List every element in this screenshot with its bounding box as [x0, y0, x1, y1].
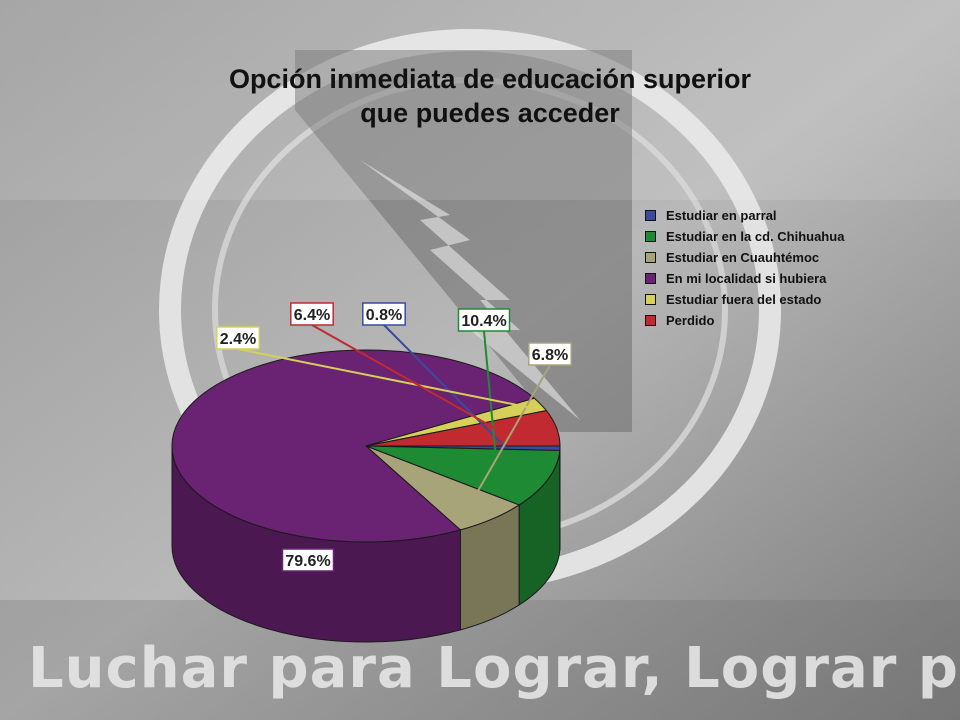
legend-label-3: En mi localidad si hubiera	[666, 271, 827, 286]
legend: Estudiar en parral Estudiar en la cd. Chi…	[644, 208, 874, 328]
pie-sides	[171, 445, 561, 643]
watermark-text: Luchar para Lograr, Lograr para Dar	[28, 636, 960, 701]
legend-swatch-4	[645, 294, 656, 305]
data-label-1: 10.4%	[461, 313, 506, 330]
pie-slice-1	[365, 445, 561, 506]
pie-top	[171, 349, 561, 543]
data-label-box-0	[362, 302, 406, 326]
pie-slice-3	[171, 349, 536, 543]
leader-line-4	[237, 348, 529, 409]
data-label-box-5	[290, 302, 334, 326]
legend-swatch-3	[645, 273, 656, 284]
legend-swatch-1	[645, 231, 656, 242]
chart-title-line-2: que puedes acceder	[360, 98, 620, 128]
legend-item-2: Estudiar en Cuauhtémoc	[644, 250, 874, 265]
data-label-3: 79.6%	[285, 553, 330, 570]
data-label-box-1	[457, 308, 511, 332]
legend-item-3: En mi localidad si hubiera	[644, 271, 874, 286]
legend-swatch-5	[645, 315, 656, 326]
chart-title-line-1: Opción inmediata de educación superior	[228, 64, 752, 94]
legend-swatch-0	[645, 210, 656, 221]
data-label-box-4	[216, 326, 260, 350]
legend-item-1: Estudiar en la cd. Chihuahua	[644, 229, 874, 244]
data-label-box-2	[528, 342, 572, 366]
data-label-box-3	[281, 548, 335, 572]
pie-slice-5	[365, 410, 561, 447]
data-label-5: 6.4%	[294, 307, 330, 324]
leader-line-0	[383, 324, 507, 449]
legend-label-2: Estudiar en Cuauhtémoc	[666, 250, 820, 265]
legend-swatch-2	[645, 252, 656, 263]
legend-item-4: Estudiar fuera del estado	[644, 292, 874, 307]
data-label-0: 0.8%	[366, 307, 402, 324]
legend-item-0: Estudiar en parral	[644, 208, 874, 223]
leader-line-2	[468, 364, 551, 507]
data-label-2: 6.8%	[532, 347, 568, 364]
legend-item-5: Perdido	[644, 313, 874, 328]
legend-label-4: Estudiar fuera del estado	[666, 292, 822, 307]
legend-label-0: Estudiar en parral	[666, 208, 777, 223]
leader-line-5	[311, 324, 504, 434]
legend-label-1: Estudiar en la cd. Chihuahua	[666, 229, 845, 244]
data-labels: 0.8% 10.4% 6.8% 79.6% 2.4% 6.4%	[216, 302, 572, 572]
legend-label-5: Perdido	[666, 313, 715, 328]
data-label-4: 2.4%	[220, 331, 256, 348]
chart-title: Opción inmediata de educación superior q…	[140, 62, 840, 130]
